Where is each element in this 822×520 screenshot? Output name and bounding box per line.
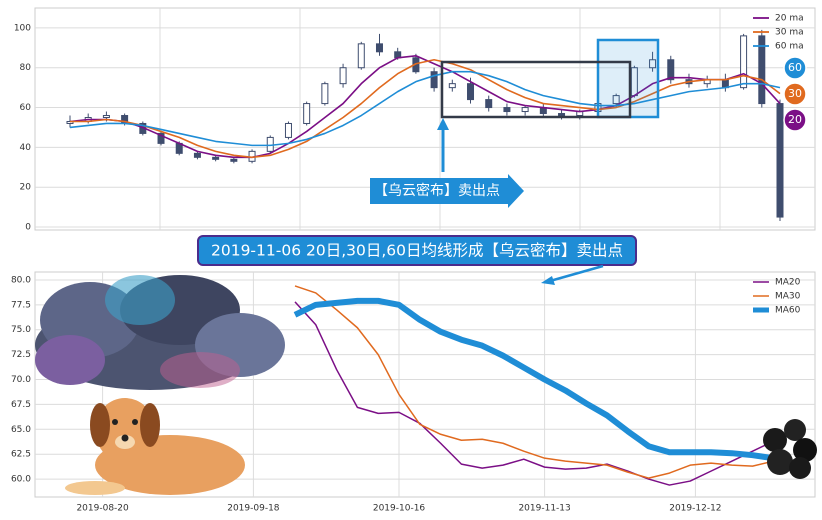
candle-body [612, 95, 620, 105]
candle-body [521, 107, 529, 113]
x-tick-label: 2019-11-13 [518, 504, 570, 514]
y-tick-label: 65.0 [11, 425, 31, 435]
y-tick-label: 77.5 [11, 300, 31, 310]
badge [783, 82, 807, 106]
banner-arrow-head [541, 276, 555, 285]
candle-body [430, 71, 438, 89]
legend-label: MA30 [775, 292, 801, 302]
y-tick-label: 60.0 [11, 475, 31, 485]
y-tick-label: 62.5 [11, 450, 31, 460]
badge-label: 60 [788, 61, 802, 74]
x-tick-label: 2019-09-18 [227, 504, 280, 514]
y-tick-label: 75.0 [11, 325, 31, 335]
y-tick-label: 20 [20, 183, 32, 193]
banner-text: 2019-11-06 20日,30日,60日均线形成【乌云密布】卖出点 [211, 242, 623, 260]
candle-body [303, 103, 311, 124]
badge-label: 20 [788, 113, 802, 126]
legend-label: 30 ma [775, 28, 804, 38]
highlight-box [596, 38, 660, 119]
y-tick-label: 100 [14, 23, 31, 33]
badge-label: 30 [788, 87, 802, 100]
banner [197, 235, 637, 266]
badge [783, 56, 807, 80]
arrow-head [437, 118, 449, 130]
pattern-box [440, 60, 632, 119]
ma-line [69, 54, 781, 159]
candle-body [102, 115, 110, 119]
cloud-illustration [35, 275, 285, 390]
candle-body [649, 59, 657, 69]
badge [783, 108, 807, 132]
y-tick-label: 80 [20, 63, 32, 73]
y-tick-label: 80.0 [11, 275, 31, 285]
ma-line [70, 58, 781, 159]
dog-illustration [65, 398, 245, 495]
candle-body [485, 99, 493, 109]
dark-cloud-illustration [763, 419, 817, 479]
candle-body [230, 158, 238, 162]
y-tick-label: 72.5 [11, 350, 31, 360]
candle-body [284, 122, 292, 138]
legend-label: MA60 [775, 306, 801, 316]
candle-body [193, 152, 201, 158]
arrow-label-bg [370, 174, 524, 208]
candle-body [776, 103, 784, 218]
top-vertical-grid [159, 8, 721, 230]
candle-body [339, 67, 347, 85]
candle-body [740, 35, 748, 89]
x-tick-label: 2019-10-16 [373, 504, 426, 514]
y-tick-label: 60 [20, 103, 32, 113]
banner-arrow [549, 264, 604, 283]
candle-body [758, 35, 766, 105]
x-tick-label: 2019-12-12 [669, 504, 721, 514]
y-tick-label: 67.5 [11, 400, 31, 410]
candle-body [375, 43, 383, 53]
candle-body [448, 83, 456, 89]
top-chart: 0 20 40 60 80 100 20 ma 30 ma 60 ma 60 30 20 [14, 14, 815, 233]
y-tick-label: 70.0 [11, 375, 31, 385]
legend-label: 60 ma [775, 42, 804, 52]
candle-body [321, 83, 329, 105]
candle-body [667, 59, 675, 81]
candle-body [467, 83, 475, 101]
legend-label: MA20 [775, 278, 801, 288]
candle-body [503, 107, 511, 113]
candle-body [212, 156, 220, 160]
ma-line [294, 301, 774, 486]
candle-body [357, 43, 365, 69]
y-tick-label: 0 [25, 223, 31, 233]
ma-line [294, 285, 774, 479]
x-tick-label: 2019-08-20 [76, 504, 129, 514]
legend-label: 20 ma [775, 14, 804, 24]
annotation: 【乌云密布】卖出点 [374, 182, 500, 199]
ma-line [69, 70, 781, 147]
y-tick-label: 40 [20, 143, 32, 153]
candle-body [558, 113, 566, 117]
ma-line [293, 297, 774, 462]
candle-body [157, 132, 165, 144]
